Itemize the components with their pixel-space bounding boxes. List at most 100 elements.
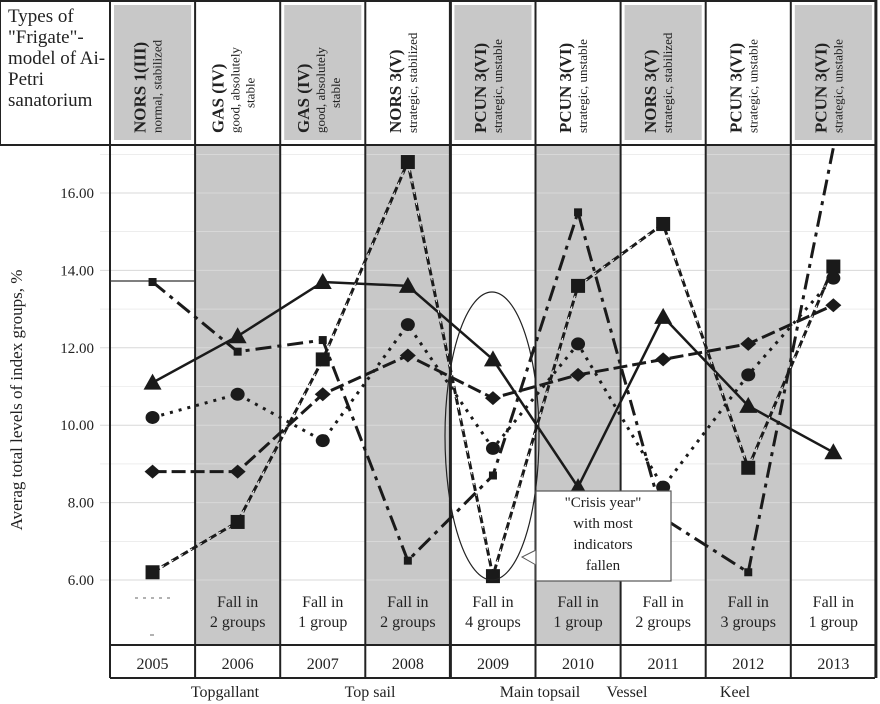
header-type-subtitle: good, absolutely: [313, 47, 328, 133]
y-tick-label: 12.00: [60, 341, 94, 357]
data-point-small-square: [233, 347, 242, 356]
data-point-circle: [741, 368, 756, 382]
fall-label: Fall in: [387, 594, 428, 611]
y-axis-label: Averag total levels of index groups, %: [7, 270, 26, 531]
fall-label: 3 groups: [720, 614, 776, 631]
y-tick-label: 8.00: [68, 496, 94, 512]
data-point-diamond: [484, 391, 501, 406]
header-type-title: NORS 3(V): [641, 49, 660, 133]
header-cell: [369, 5, 447, 140]
fall-label: Fall in: [217, 594, 258, 611]
fall-label: Fall in: [472, 594, 513, 611]
fall-label: 1 group: [809, 614, 858, 631]
x-tick-label: 2008: [392, 656, 424, 673]
corner-label-line: Types of: [8, 6, 74, 27]
header-type-subtitle: normal, stabilized: [150, 39, 165, 133]
fall-label: Fall in: [728, 594, 769, 611]
header-type-subtitle: strategic, unstable: [575, 39, 590, 133]
fall-label: 2 groups: [380, 614, 436, 631]
data-point-diamond: [655, 352, 672, 367]
data-point-triangle: [483, 350, 502, 367]
x-tick-label: 2012: [732, 656, 764, 673]
y-tick-label: 6.00: [68, 573, 94, 589]
header-type-subtitle: stable: [243, 77, 258, 108]
data-point-small-square: [148, 278, 157, 287]
data-point-triangle: [824, 443, 843, 460]
header-cell: [114, 5, 192, 140]
corner-label-line: model of Ai-: [8, 48, 105, 69]
data-point-triangle: [143, 373, 162, 390]
x-tick-label: 2011: [647, 656, 678, 673]
header-cell-text: NORS 3(V) strategic, stabilized: [641, 32, 675, 133]
data-point-circle: [485, 441, 500, 455]
header-cell: [284, 5, 362, 140]
data-point-circle: [826, 271, 841, 285]
stage-label: Main topsail: [500, 684, 581, 701]
header-type-subtitle: strategic, unstable: [830, 39, 845, 133]
x-tick-label: 2009: [477, 656, 509, 673]
data-point-diamond: [144, 464, 161, 479]
data-point-small-square: [744, 568, 753, 577]
callout-text: indicators: [573, 537, 632, 553]
header-cell: [199, 5, 277, 140]
data-point-square: [741, 460, 756, 475]
data-point-square: [485, 569, 500, 584]
header-type-title: PCUN 3(VI): [811, 43, 830, 133]
data-point-square: [656, 216, 671, 231]
fall-label: Fall in: [642, 594, 683, 611]
fall-label: 4 groups: [465, 614, 521, 631]
y-tick-label: 10.00: [60, 418, 94, 434]
header-type-subtitle: good, absolutely: [228, 47, 243, 133]
data-point-circle: [230, 387, 245, 401]
header-cell-text: GAS (IV) good, absolutely stable: [294, 47, 343, 133]
stage-label: Keel: [720, 684, 751, 701]
header-type-title: PCUN 3(VI): [726, 43, 745, 133]
column-band: [365, 145, 451, 645]
fall-label: 2 groups: [210, 614, 266, 631]
corner-label-line: sanatorium: [8, 90, 93, 111]
corner-label-line: "Frigate"-: [8, 27, 84, 48]
header-cell: [709, 5, 787, 140]
y-tick-label: 16.00: [60, 186, 94, 202]
x-tick-label: 2006: [222, 656, 254, 673]
callout-text: "Crisis year": [565, 495, 642, 511]
data-point-triangle: [398, 276, 417, 293]
header-cell-text: PCUN 3(VI) strategic, unstable: [811, 39, 845, 133]
data-point-triangle: [569, 478, 588, 495]
x-tick-label: 2013: [817, 656, 849, 673]
header-cell: [794, 5, 872, 140]
header-type-subtitle: strategic, stabilized: [660, 32, 675, 133]
data-point-circle: [656, 480, 671, 494]
header-type-title: PCUN 3(VI): [556, 43, 575, 133]
fall-label: 2 groups: [635, 614, 691, 631]
data-point-square: [145, 565, 160, 580]
header-type-title: GAS (IV): [209, 64, 228, 133]
data-point-diamond: [399, 348, 416, 363]
callout-box: [535, 490, 672, 582]
header-cell-text: PCUN 3(VI) strategic, unstable: [471, 39, 505, 133]
callout-text: with most: [573, 516, 633, 532]
x-tick-label: 2007: [307, 656, 339, 673]
data-point-circle: [315, 434, 330, 448]
data-point-circle: [571, 337, 586, 351]
stage-label: Vessel: [607, 684, 648, 701]
header-cell-text: NORS 3(V) strategic, stabilized: [386, 32, 420, 133]
header-cell: [624, 5, 702, 140]
data-point-triangle: [654, 307, 673, 324]
data-point-square: [571, 278, 586, 293]
data-point-square: [315, 352, 330, 367]
header-cell-text: PCUN 3(VI) strategic, unstable: [556, 39, 590, 133]
data-point-diamond: [314, 387, 331, 402]
header-type-subtitle: stable: [328, 77, 343, 108]
header-type-title: NORS 1(III): [131, 42, 150, 133]
data-point-triangle: [739, 396, 758, 413]
y-tick-label: 14.00: [60, 263, 94, 279]
data-point-small-square: [574, 208, 583, 217]
data-point-diamond: [229, 464, 246, 479]
header-cell-text: NORS 1(III) normal, stabilized: [131, 39, 165, 133]
fall-label: 1 group: [553, 614, 602, 631]
crisis-ellipse: [444, 291, 540, 581]
data-point-small-square: [318, 336, 327, 345]
corner-label-line: Petri: [8, 69, 44, 90]
